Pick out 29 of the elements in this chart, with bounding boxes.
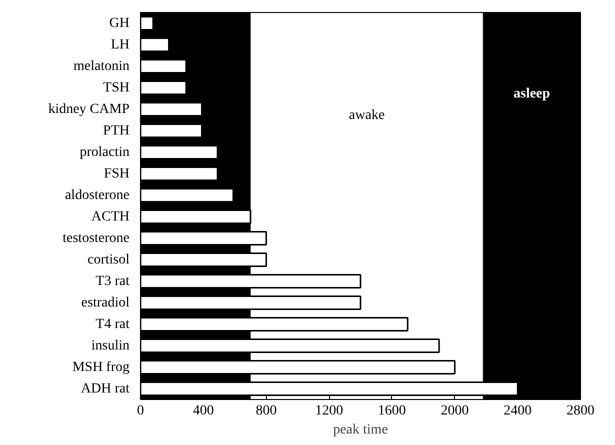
y-tick-label: GH: [109, 16, 130, 31]
annotation: awake: [348, 108, 385, 124]
x-axis-title: peak time: [333, 422, 388, 438]
y-tick-label: testosterone: [62, 230, 130, 246]
y-tick-label: estradiol: [81, 295, 130, 310]
x-tick-label: 2400: [504, 404, 532, 418]
y-tick-label: ACTH: [91, 209, 130, 224]
band-label: asleep: [514, 86, 550, 102]
y-tick-label: PTH: [103, 123, 130, 138]
y-tick-label: TSH: [103, 80, 130, 96]
y-tick-label: T4 rat: [96, 316, 130, 332]
x-tick-label: 2000: [440, 404, 469, 418]
x-tick-label: 0: [137, 404, 144, 418]
y-tick-label: kidney CAMP: [48, 102, 130, 117]
x-tick-label: 2800: [566, 404, 594, 418]
y-tick-label: LH: [110, 37, 130, 52]
y-tick-label: ADH rat: [80, 381, 130, 396]
y-tick-label: T3 rat: [96, 274, 130, 289]
x-tick-label: 1600: [378, 404, 406, 418]
y-tick-label: MSH frog: [72, 360, 130, 375]
x-tick-label: 800: [256, 404, 277, 418]
y-tick-label: cortisol: [88, 252, 130, 268]
x-tick-label: 400: [192, 404, 214, 418]
y-tick-label: insulin: [91, 338, 130, 354]
y-tick-label: aldosterone: [64, 188, 130, 203]
y-tick-label: melatonin: [74, 58, 130, 74]
x-tick-label: 1200: [315, 404, 344, 418]
y-tick-label: FSH: [104, 166, 130, 182]
y-tick-label: prolactin: [80, 144, 130, 160]
